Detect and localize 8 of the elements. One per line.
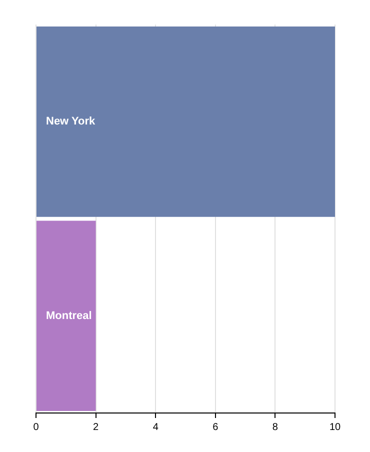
x-tick-label: 10 [329,422,341,433]
x-tick-label: 4 [152,422,159,433]
y-tick-label: Montreal [46,310,92,322]
x-tick-label: 2 [93,422,100,433]
x-tick-label: 6 [212,422,219,433]
y-tick-label: New York [46,116,96,128]
x-tick-label: 0 [33,422,40,433]
x-tick-label: 8 [272,422,278,433]
